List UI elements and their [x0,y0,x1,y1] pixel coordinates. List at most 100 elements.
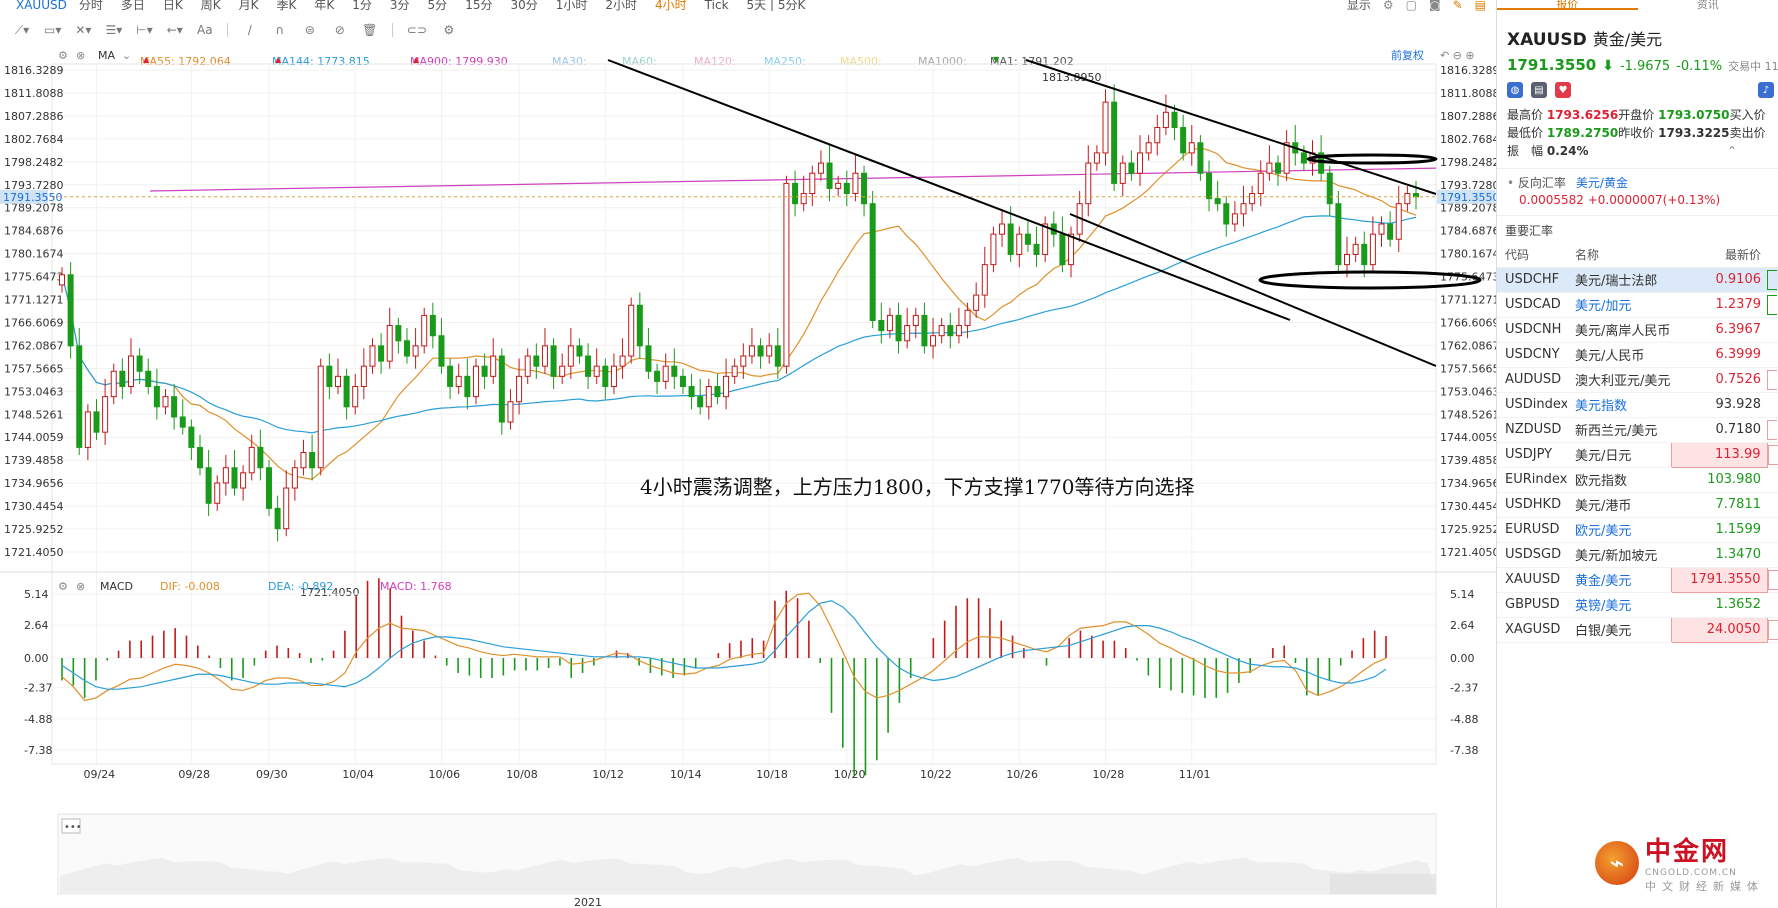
y-tick-label: 1739.4858 [4,454,64,467]
candle-body [127,355,134,387]
collapse-icon[interactable]: ⌃ [1726,144,1737,158]
line-tool-icon[interactable]: ⟋▾ [14,22,30,37]
tab-news[interactable]: 资讯 [1696,0,1719,11]
adjust-button[interactable]: 前复权 [1391,49,1424,62]
refresh-icon[interactable]: ↶ ⊖ ⊕ [1440,48,1475,62]
candle-body [1223,203,1230,225]
reverse-pair[interactable]: 美元/黄金 [1575,176,1628,190]
rate-row[interactable]: USDHKD 美元/港币 7.7811 [1497,492,1778,518]
ma-label: MA55: 1792.064 [140,55,231,68]
pen-icon[interactable]: ✎ [1452,0,1463,11]
macd-tick-label: 2.64 [24,619,49,632]
period-tab[interactable]: 1小时 [555,0,588,11]
rate-row[interactable]: XAGUSD 白银/美元 24.0050 [1497,616,1778,643]
arrow-tool-icon[interactable]: ←▾ [166,23,183,37]
period-tab[interactable]: 月K [238,0,259,11]
y-tick-label-right: 1762.0867 [1440,339,1496,352]
period-tab[interactable]: 年K [314,0,335,11]
fib-tool-icon[interactable]: ✕▾ [75,23,92,37]
brush-tool-icon[interactable]: ∕ [247,23,252,37]
symbol-label[interactable]: XAUUSD [16,0,67,11]
candle-body [421,314,428,347]
col-code[interactable]: 代码 [1497,243,1567,268]
news-icon[interactable]: ▤ [1531,82,1547,98]
period-tab[interactable]: 季K [276,0,297,11]
reverse-value: 0.0005582 [1519,193,1584,207]
candle-body [1145,142,1152,154]
candle-body [1171,111,1178,129]
rate-row[interactable]: USDindex 美元指数 93.928 [1497,392,1778,418]
arrow-up-icon: ▲ [143,55,150,64]
indicator-name[interactable]: MA [98,48,116,62]
heart-icon[interactable]: ♥ [1555,82,1571,98]
trash-icon[interactable]: 🗑 [362,23,378,37]
period-tab[interactable]: 分时 [78,0,103,11]
rate-row[interactable]: XAUUSD 黄金/美元 1791.3550 [1497,566,1778,593]
tab-quote[interactable]: 报价 [1497,0,1638,10]
rate-row[interactable]: USDSGD 美元/新加坡元 1.3470 [1497,542,1778,568]
candle-body [1283,142,1290,174]
rate-row[interactable]: AUDUSD 澳大利亚元/美元 0.7526 [1497,367,1778,393]
chevron-down-icon[interactable]: ⌄ [122,48,132,62]
period-tab[interactable]: 5分 [427,0,448,11]
period-tab[interactable]: 5天 | 5分K [746,0,806,11]
rate-code: USDCNY [1497,342,1567,368]
hide-icon[interactable]: ⊘ [334,23,345,37]
gear-icon[interactable]: ⚙ [443,23,455,37]
camera-icon[interactable]: ◙ [1428,0,1441,11]
period-tab[interactable]: 1分 [352,0,372,11]
bell-icon[interactable]: ♪ [1758,82,1774,98]
y-tick-label-right: 1807.2886 [1440,110,1496,123]
period-tab[interactable]: 周K [200,0,221,11]
rate-row[interactable]: GBPUSD 英镑/美元 1.3652 [1497,592,1778,618]
candle-body [205,467,212,504]
rate-row[interactable]: USDCNY 美元/人民币 6.3999 [1497,342,1778,368]
candle-body [369,345,376,367]
chart-area[interactable]: ⚙ ⊗ MA ⌄ MA55: 1792.064 ▲ MA144: 1773.815 ▲… [0,44,1496,908]
period-tab[interactable]: 15分 [465,0,493,11]
magnet-icon[interactable]: ∩ [275,23,285,37]
candle-body [559,365,566,377]
chart-annotation: 4小时震荡调整，上方压力1800，下方支撑1770等待方向选择 [640,475,1195,499]
period-tab[interactable]: Tick [704,0,729,11]
link-icon[interactable]: ⊂⊃ [406,23,427,37]
candle-body [826,162,833,189]
quote-symbol: XAUUSD [1507,30,1587,50]
period-tab[interactable]: 多日 [120,0,145,11]
note-icon[interactable]: ▤ [1474,0,1486,11]
x-tick-label: 10/28 [1093,768,1125,781]
x-tick-label: 10/20 [834,768,866,781]
text-tool-icon[interactable]: Aa [197,23,213,37]
rate-row[interactable]: USDCAD 美元/加元 1.2379 [1497,292,1778,318]
settings-icon[interactable]: ⚙ [58,48,68,62]
rate-row[interactable]: USDCHF 美元/瑞士法郎 0.9106 [1497,267,1778,293]
close-icon[interactable]: ⊗ [76,48,86,62]
window-icon[interactable]: ▢ [1405,0,1417,11]
rate-row[interactable]: EURindex 欧元指数 103.980 [1497,467,1778,493]
rate-value: 1791.3550 [1670,566,1768,593]
period-tab[interactable]: 30分 [510,0,538,11]
period-tab[interactable]: 2小时 [605,0,638,11]
y-tick-label-right: 1734.9656 [1440,477,1496,490]
lock-icon[interactable]: ⊜ [304,23,315,37]
rate-row[interactable]: USDCNH 美元/离岸人民币 6.3967 [1497,317,1778,343]
rate-row[interactable]: EURUSD 欧元/美元 1.1599 [1497,517,1778,543]
rate-code: USDCAD [1497,292,1567,318]
period-tab[interactable]: 3分 [389,0,410,11]
pitchfork-tool-icon[interactable]: ⊢▾ [136,23,153,37]
col-last[interactable]: 最新价 [1671,243,1767,268]
price-line: 1791.3550 ⬇ -1.9675 -0.11% 交易中 11/0 [1507,56,1778,74]
rate-row[interactable]: USDJPY 美元/日元 113.99 [1497,441,1778,468]
period-tab[interactable]: 日K [162,0,183,11]
col-name[interactable]: 名称 [1567,243,1671,268]
rate-row[interactable]: NZDUSD 新西兰元/美元 0.7180 [1497,417,1778,443]
candle-body [1395,203,1402,240]
period-tab[interactable]: 4小时 [655,0,687,11]
channel-tool-icon[interactable]: ☰▾ [105,23,123,37]
rect-tool-icon[interactable]: ▭▾ [44,23,62,37]
settings-icon[interactable]: ⚙ [1382,0,1394,11]
globe-icon[interactable]: ◍ [1507,82,1523,98]
candle-body [541,345,548,367]
candle-body [1404,193,1411,205]
display-menu[interactable]: 显示 [1346,0,1371,11]
